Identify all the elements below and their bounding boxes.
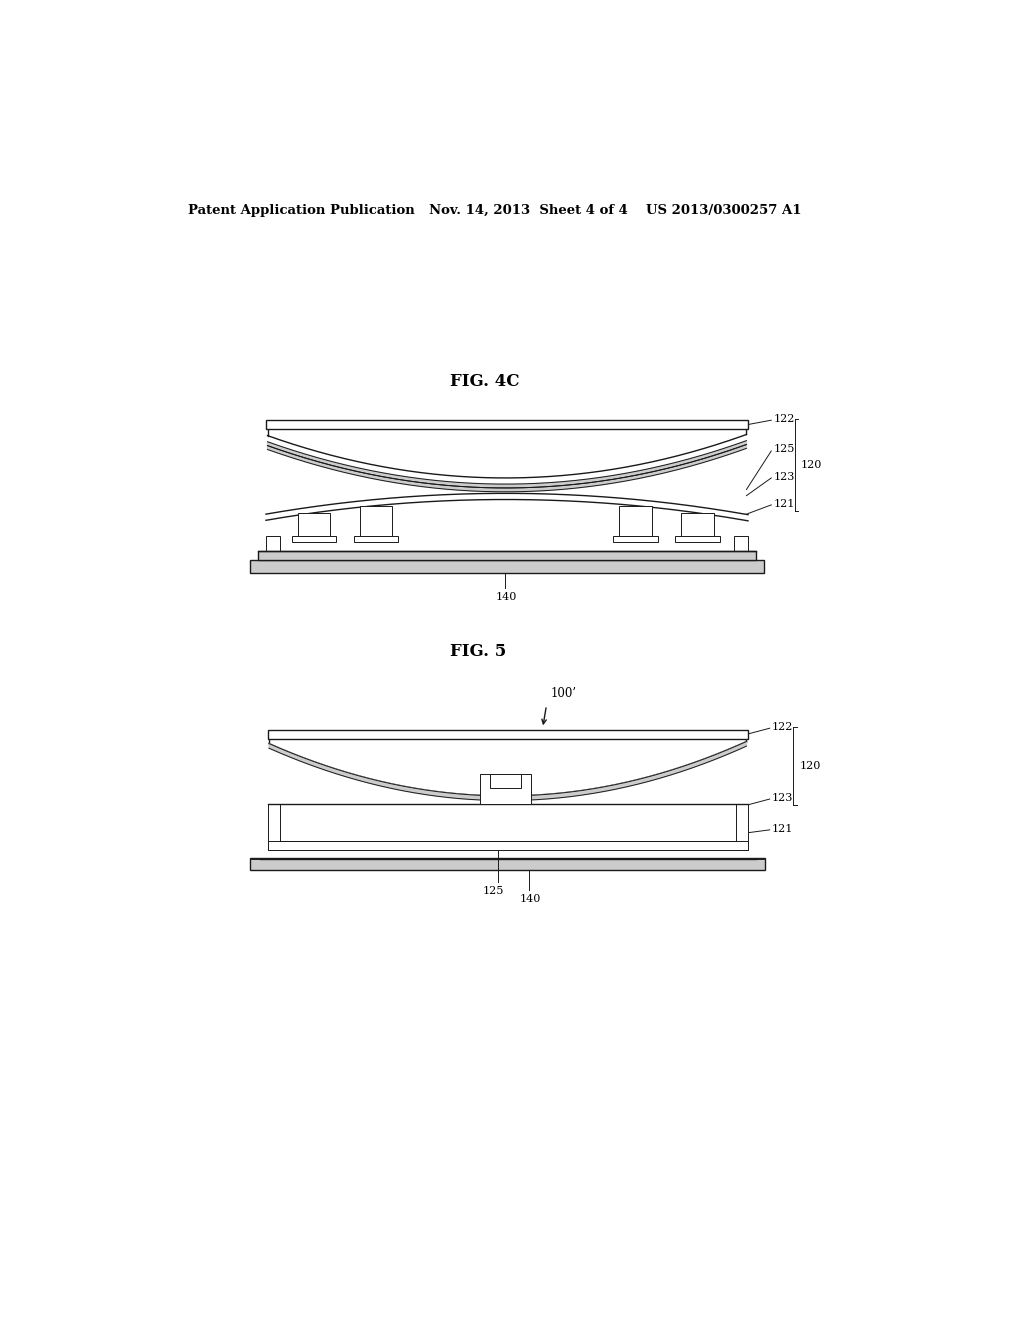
Text: 125: 125 — [482, 887, 504, 896]
Text: 121: 121 — [772, 824, 794, 834]
Bar — [489, 775, 521, 788]
Bar — [480, 775, 530, 804]
Text: FIG. 5: FIG. 5 — [450, 643, 506, 660]
Polygon shape — [267, 445, 746, 492]
Bar — [251, 858, 765, 870]
Bar — [267, 841, 748, 850]
Bar — [251, 560, 764, 573]
Bar — [292, 536, 337, 543]
Polygon shape — [269, 739, 746, 796]
Text: 140: 140 — [496, 593, 517, 602]
Bar — [734, 536, 748, 552]
Text: FIG. 4C: FIG. 4C — [450, 374, 519, 391]
Bar — [298, 512, 331, 536]
Text: 123: 123 — [772, 793, 794, 804]
Bar — [353, 536, 398, 543]
Bar — [267, 730, 748, 739]
Text: 120: 120 — [799, 760, 820, 771]
Text: 125: 125 — [773, 445, 795, 454]
Text: US 2013/0300257 A1: US 2013/0300257 A1 — [646, 205, 801, 218]
Bar — [266, 536, 280, 552]
Polygon shape — [269, 742, 746, 800]
Bar — [735, 804, 748, 850]
Polygon shape — [267, 441, 746, 488]
Text: 100’: 100’ — [550, 686, 577, 700]
Text: Patent Application Publication: Patent Application Publication — [188, 205, 415, 218]
Polygon shape — [266, 494, 748, 521]
Polygon shape — [267, 429, 746, 478]
Bar — [251, 858, 765, 859]
Bar — [681, 513, 714, 536]
Bar — [258, 552, 756, 561]
Text: 121: 121 — [773, 499, 795, 510]
Bar — [613, 536, 658, 543]
Bar — [267, 804, 280, 850]
Bar — [359, 506, 392, 536]
Text: 123: 123 — [773, 473, 795, 482]
Text: 120: 120 — [801, 459, 822, 470]
Text: Nov. 14, 2013  Sheet 4 of 4: Nov. 14, 2013 Sheet 4 of 4 — [429, 205, 628, 218]
Bar — [620, 506, 652, 536]
Bar — [266, 420, 748, 429]
Text: 140: 140 — [519, 894, 541, 904]
Text: 122: 122 — [772, 722, 794, 733]
Text: 122: 122 — [773, 414, 795, 425]
Bar — [675, 536, 720, 543]
